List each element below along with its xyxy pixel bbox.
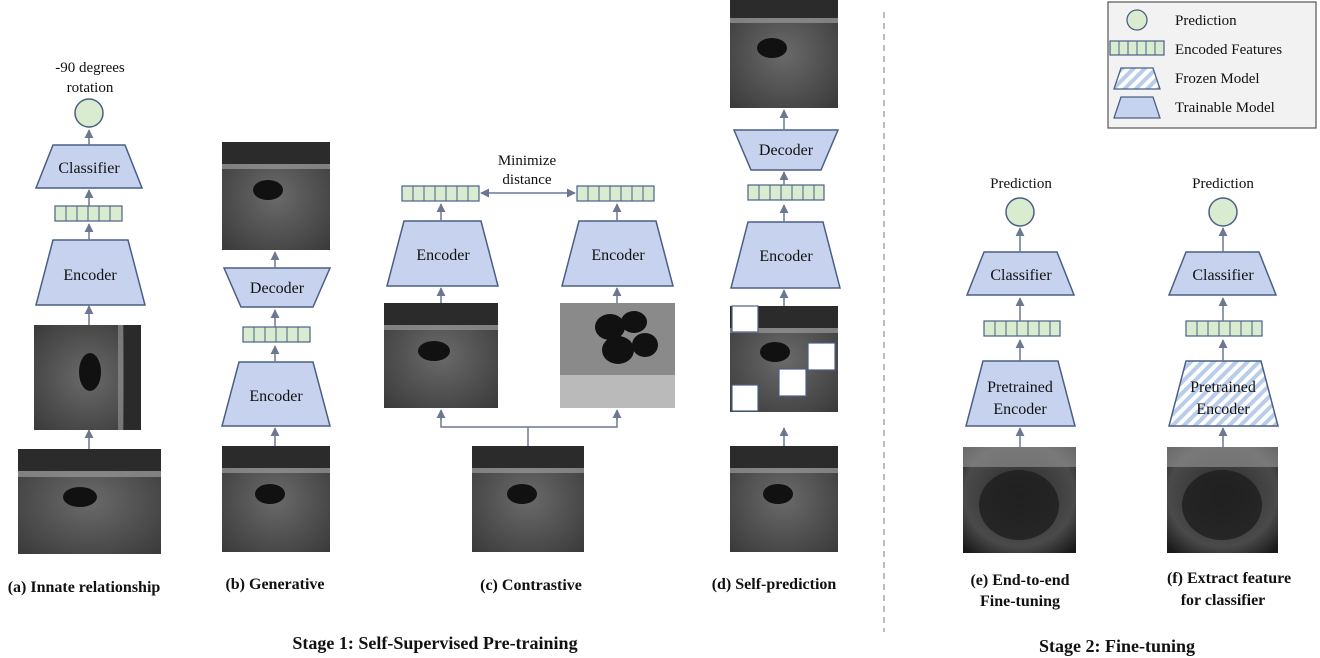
panel-b-generative: Encoder Decoder (b) Generative (221, 142, 332, 593)
encoder-trapezoid-c-left (386, 220, 499, 287)
ultrasound-input-image-d (730, 446, 838, 552)
caption-f-line1: (f) Extract feature (1167, 570, 1291, 587)
legend: Prediction Encoded Features Frozen Model… (1107, 1, 1317, 129)
distance-label-line1: Minimize (498, 153, 557, 169)
panel-a-innate-relationship: Encoder Classifier -90 degrees rotation … (8, 60, 161, 596)
encoded-features-c-left (401, 185, 480, 202)
classifier-trapezoid-a (34, 144, 144, 189)
decoder-trapezoid-d (732, 129, 840, 171)
legend-trainable-model-icon (1113, 96, 1161, 119)
encoded-features-b (242, 326, 311, 343)
decoder-label-b: Decoder (250, 280, 305, 297)
classifier-label-e: Classifier (990, 267, 1052, 284)
stage2-title: Stage 2: Fine-tuning (1039, 636, 1195, 656)
encoder-trapezoid-b (221, 361, 331, 427)
panel-f-extract-feature: Pretrained Encoder Classifier Prediction… (1167, 176, 1291, 609)
ultrasound-input-image-c (472, 446, 584, 552)
decoder-label-d: Decoder (759, 142, 814, 159)
encoder-label-a: Encoder (63, 267, 117, 284)
prediction-circle-a (74, 98, 104, 128)
reconstructed-image-b (222, 142, 330, 250)
masked-ultrasound-image (730, 305, 838, 412)
legend-trainable-model-label: Trainable Model (1175, 100, 1275, 116)
panel-e-end-to-end-finetuning: Pretrained Encoder Classifier Prediction… (963, 176, 1076, 610)
prediction-circle-e (1005, 197, 1035, 227)
rotated-ultrasound-image (34, 325, 141, 430)
caption-b: (b) Generative (225, 576, 324, 593)
panel-c-contrastive: Encoder Encoder Minimize distance (c) Co… (384, 153, 675, 594)
rotation-label-line2: rotation (67, 80, 114, 96)
ultrasound-input-image-b (222, 446, 330, 552)
encoded-features-d (747, 184, 825, 201)
legend-prediction-label: Prediction (1175, 13, 1237, 29)
encoded-features-f (1185, 320, 1263, 337)
pretrained-encoder-label-e-line1: Pretrained (987, 379, 1053, 396)
classifier-label-f: Classifier (1192, 267, 1254, 284)
frozen-pretrained-encoder-trapezoid-f (1168, 360, 1279, 427)
legend-encoded-features-icon (1109, 40, 1165, 56)
augmented-view-right (560, 303, 675, 408)
encoded-features-e (983, 320, 1061, 337)
caption-c: (c) Contrastive (480, 577, 582, 594)
pretrained-encoder-label-e-line2: Encoder (993, 401, 1047, 418)
caption-e-line1: (e) End-to-end (970, 572, 1069, 589)
distance-label-line2: distance (502, 172, 551, 188)
legend-encoded-features-label: Encoded Features (1175, 42, 1282, 58)
caption-e-line2: Fine-tuning (980, 593, 1060, 610)
classifier-trapezoid-e (965, 251, 1076, 296)
pretrained-encoder-trapezoid-e (965, 360, 1076, 427)
caption-f-line2: for classifier (1181, 592, 1266, 609)
augmented-view-left (384, 303, 498, 408)
ultrasound-input-image-f (1167, 447, 1278, 553)
panel-d-self-prediction: Encoder Decoder (d) Self-prediction (712, 0, 841, 593)
prediction-label-f: Prediction (1192, 176, 1254, 192)
ultrasound-input-image-a (18, 449, 161, 554)
encoder-label-c-right: Encoder (591, 247, 645, 264)
classifier-label-a: Classifier (58, 160, 120, 177)
stage1-title: Stage 1: Self-Supervised Pre-training (292, 633, 577, 653)
caption-a: (a) Innate relationship (8, 579, 161, 596)
prediction-circle-f (1208, 197, 1238, 227)
decoder-trapezoid-b (222, 267, 332, 308)
reconstructed-image-d (730, 0, 838, 108)
legend-prediction-icon (1126, 9, 1148, 31)
legend-frozen-model-label: Frozen Model (1175, 71, 1260, 87)
pretrained-encoder-label-f-line1: Pretrained (1190, 379, 1256, 396)
ultrasound-input-image-e (963, 447, 1076, 553)
encoded-features-a (54, 205, 123, 222)
encoded-features-c-right (576, 185, 655, 202)
encoder-trapezoid-c-right (561, 220, 674, 287)
caption-d: (d) Self-prediction (712, 576, 837, 593)
encoder-label-d: Encoder (759, 248, 813, 265)
encoder-trapezoid-a (35, 239, 146, 306)
pretrained-encoder-label-f-line2: Encoder (1196, 401, 1250, 418)
rotation-label-line1: -90 degrees (55, 60, 125, 76)
encoder-label-b: Encoder (249, 388, 303, 405)
prediction-label-e: Prediction (990, 176, 1052, 192)
classifier-trapezoid-f (1167, 251, 1278, 296)
legend-frozen-model-icon (1113, 67, 1161, 90)
encoder-label-c-left: Encoder (416, 247, 470, 264)
encoder-trapezoid-d (730, 221, 841, 289)
